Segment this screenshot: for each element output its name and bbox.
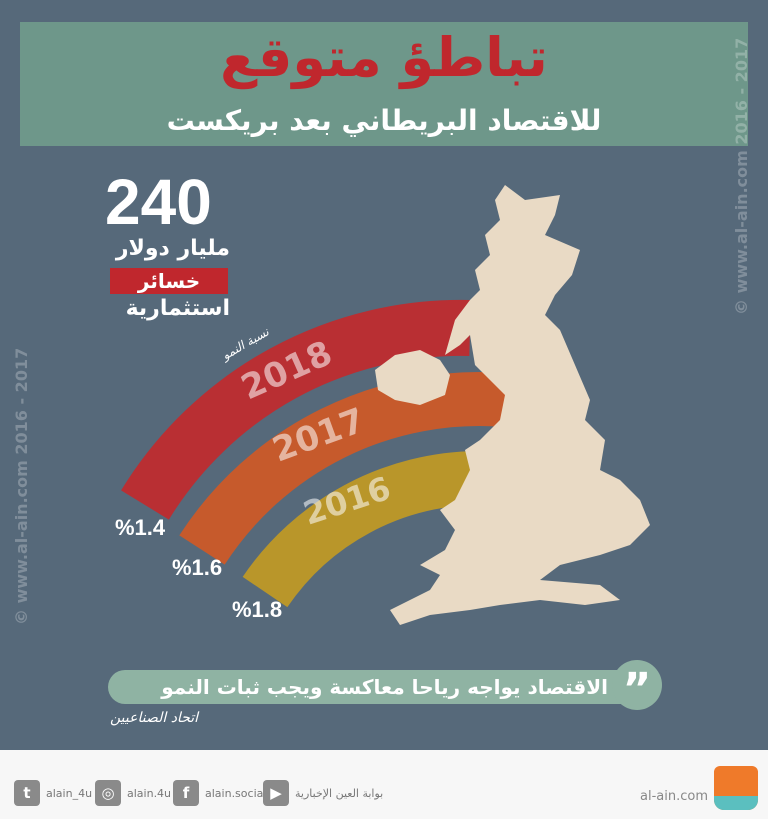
- arcs-and-map: نسبة النمو 2018 2017 2016: [121, 185, 650, 625]
- social-youtube[interactable]: ▶ بوابة العين الإخبارية: [263, 780, 383, 806]
- stat-unit: مليار دولار: [115, 236, 230, 261]
- page-title: تباطؤ متوقع: [220, 26, 548, 89]
- youtube-icon: ▶: [263, 780, 289, 806]
- arc-2017: [179, 372, 508, 565]
- quote-icon: ”: [612, 660, 662, 715]
- growth-2016: %1.8: [232, 597, 283, 622]
- arc-2016: [242, 451, 479, 608]
- social-label: alain.4u: [127, 786, 172, 800]
- quote-text: الاقتصاد يواجه رياحا معاكسة ويجب ثبات ال…: [108, 670, 648, 704]
- facebook-icon: f: [173, 780, 199, 806]
- social-twitter[interactable]: t alain_4u: [14, 780, 92, 806]
- growth-2017: %1.6: [172, 555, 223, 580]
- footer: [0, 750, 768, 819]
- header-band: [20, 22, 748, 146]
- stat-tag: خسائر: [110, 268, 228, 294]
- social-label: بوابة العين الإخبارية: [295, 786, 384, 800]
- quote-source: اتحاد الصناعيين: [110, 710, 199, 726]
- page-subtitle: للاقتصاد البريطاني بعد بريكست: [166, 104, 602, 137]
- site-link[interactable]: al-ain.com: [640, 789, 708, 804]
- social-instagram[interactable]: ◎ alain.4u: [95, 780, 171, 806]
- social-facebook[interactable]: f alain.social: [173, 780, 266, 806]
- arc-2018: [121, 299, 471, 520]
- instagram-icon: ◎: [95, 780, 121, 806]
- social-label: alain.social: [205, 786, 267, 800]
- twitter-icon: t: [14, 780, 40, 806]
- social-label: alain_4u: [46, 786, 93, 800]
- northern-ireland-map: [375, 350, 450, 405]
- uk-map: [390, 185, 650, 625]
- stat-value: 240: [105, 166, 212, 238]
- stat-desc: استثمارية: [125, 296, 230, 321]
- al-ain-logo: [714, 766, 758, 810]
- growth-2018: %1.4: [115, 515, 166, 540]
